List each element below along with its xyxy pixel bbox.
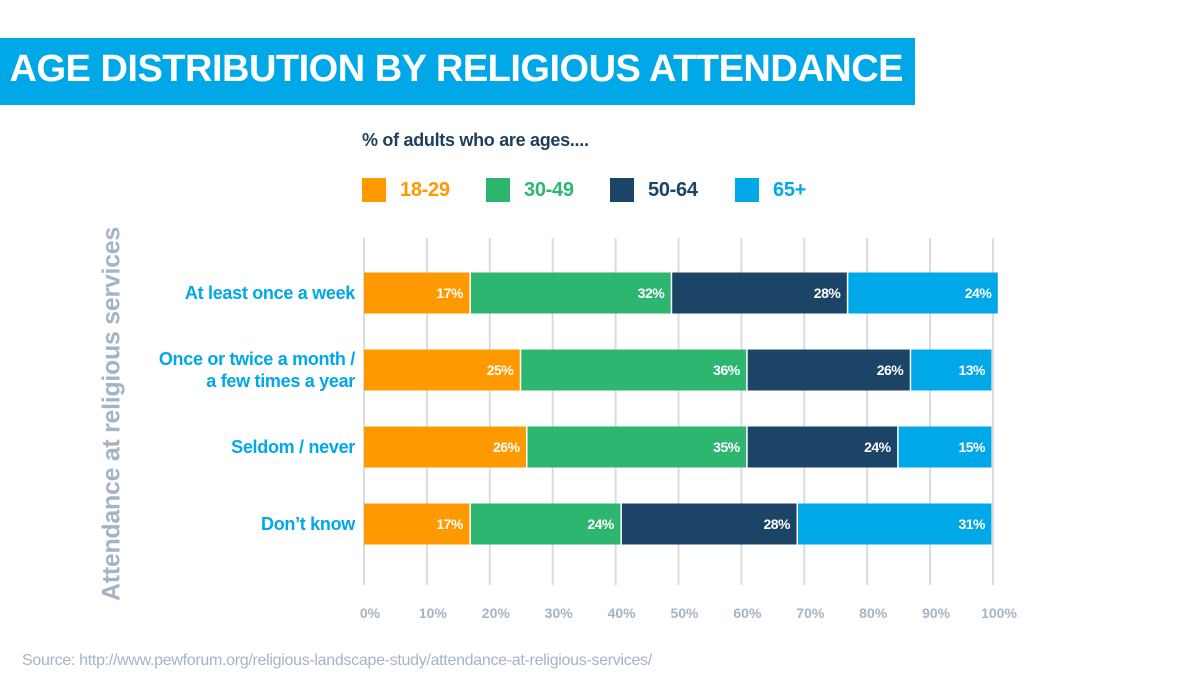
- data-label: 28%: [763, 516, 791, 532]
- chart-subtitle: % of adults who are ages....: [362, 130, 589, 150]
- x-tick-label: 80%: [859, 605, 888, 621]
- legend-swatch: [735, 178, 759, 202]
- data-label: 13%: [958, 362, 986, 378]
- x-tick-label: 20%: [482, 605, 511, 621]
- legend-label: 50-64: [648, 179, 698, 201]
- bar-segment: [364, 426, 527, 468]
- data-label: 31%: [958, 516, 986, 532]
- x-tick-label: 70%: [796, 605, 825, 621]
- x-tick-label: 100%: [981, 605, 1017, 621]
- data-label: 36%: [713, 362, 741, 378]
- x-tick-label: 50%: [670, 605, 699, 621]
- category-label: Don’t know: [261, 514, 356, 534]
- legend-swatch: [610, 178, 634, 202]
- data-label: 26%: [493, 439, 521, 455]
- data-label: 28%: [814, 285, 842, 301]
- bar-segment: [747, 426, 898, 468]
- bar-segment: [364, 349, 520, 391]
- category-label: At least once a week: [185, 283, 356, 303]
- legend-swatch: [362, 178, 386, 202]
- bar-segment: [521, 349, 747, 391]
- bar-segment: [621, 503, 797, 545]
- data-label: 24%: [965, 285, 993, 301]
- bar-segment: [798, 503, 992, 545]
- data-label: 15%: [958, 439, 986, 455]
- category-label: Seldom / never: [231, 437, 355, 457]
- bar-segment: [470, 272, 671, 314]
- data-label: 24%: [587, 516, 615, 532]
- data-label: 25%: [487, 362, 515, 378]
- category-label: a few times a year: [206, 371, 355, 391]
- legend-swatch: [486, 178, 510, 202]
- bar-segment: [747, 349, 910, 391]
- bar-segment: [672, 272, 847, 314]
- bar-segment: [364, 503, 470, 545]
- data-label: 24%: [864, 439, 892, 455]
- bar-segment: [470, 503, 621, 545]
- title-bar: AGE DISTRIBUTION BY RELIGIOUS ATTENDANCE: [0, 38, 915, 105]
- x-tick-label: 40%: [608, 605, 637, 621]
- chart-title: AGE DISTRIBUTION BY RELIGIOUS ATTENDANCE: [9, 48, 904, 90]
- legend-label: 65+: [773, 179, 807, 201]
- source-note: Source: http://www.pewforum.org/religiou…: [22, 652, 652, 669]
- x-tick-label: 90%: [922, 605, 951, 621]
- data-label: 17%: [436, 516, 464, 532]
- data-label: 26%: [877, 362, 905, 378]
- bar-segment: [898, 426, 992, 468]
- x-tick-label: 10%: [419, 605, 448, 621]
- x-tick-label: 30%: [545, 605, 574, 621]
- legend-label: 30-49: [524, 179, 574, 201]
- data-label: 17%: [436, 285, 464, 301]
- bar-segment: [527, 426, 747, 468]
- bar-segment: [848, 272, 998, 314]
- data-label: 32%: [638, 285, 666, 301]
- category-label: Once or twice a month /: [159, 349, 355, 369]
- data-label: 35%: [713, 439, 741, 455]
- x-tick-label: 0%: [360, 605, 381, 621]
- bar-segment: [364, 272, 470, 314]
- bar-segment: [911, 349, 992, 391]
- x-tick-label: 60%: [733, 605, 762, 621]
- legend-label: 18-29: [400, 179, 450, 201]
